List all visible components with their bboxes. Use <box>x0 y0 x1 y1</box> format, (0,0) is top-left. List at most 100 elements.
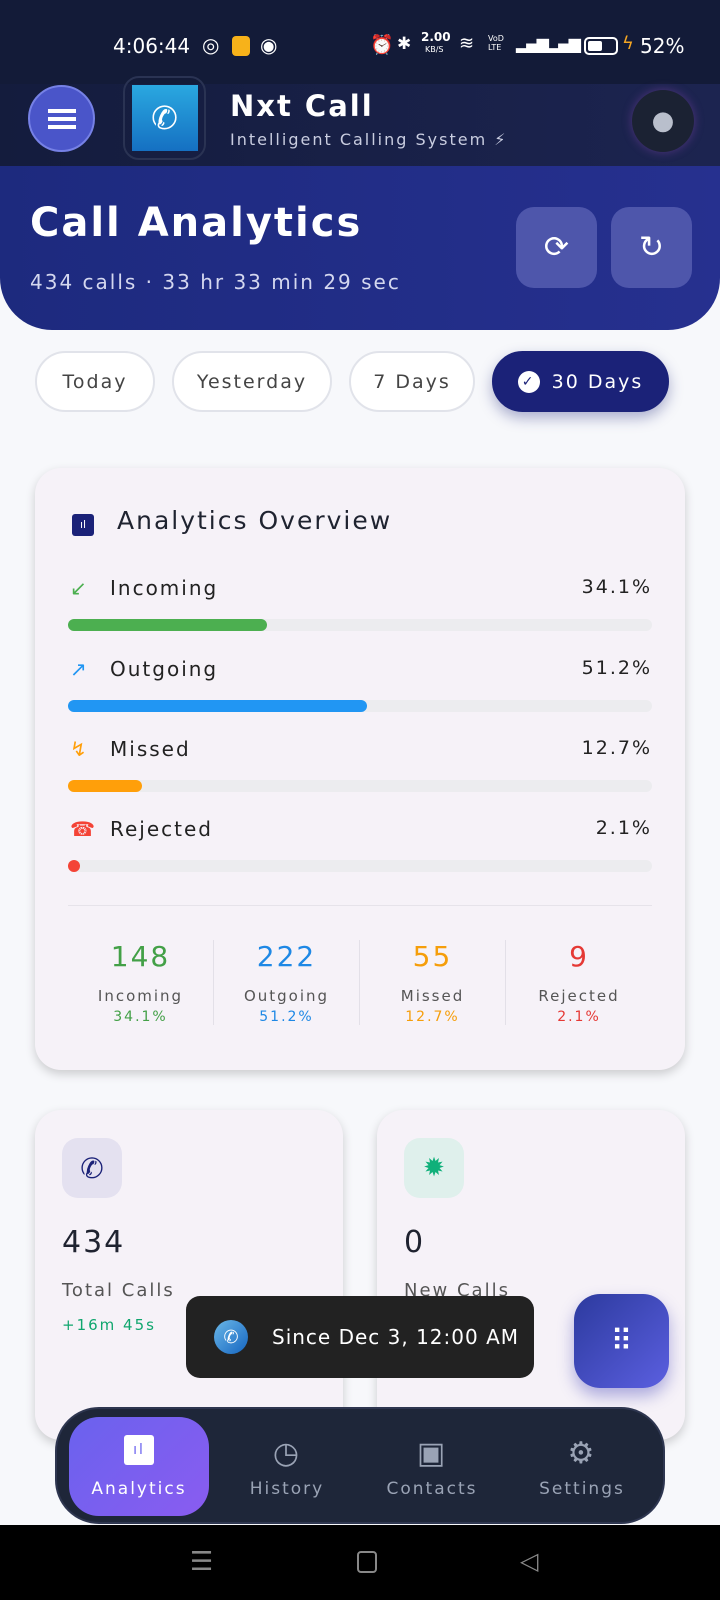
stat-percent: 34.1% <box>113 1009 168 1025</box>
wifi-icon: ≋ <box>459 33 475 54</box>
missed-progress-fill <box>68 780 143 792</box>
stat-count: 148 <box>110 940 171 973</box>
total-calls-card[interactable]: ✆ 434 Total Calls +16m 45s <box>35 1110 343 1440</box>
missed-icon: ↯ <box>70 737 87 761</box>
analytics-overview-card: ıl Analytics Overview <box>35 468 685 1070</box>
total-calls-value: 434 <box>62 1225 126 1260</box>
filter-yesterday[interactable]: Yesterday <box>172 351 332 412</box>
app-subtitle: Intelligent Calling System ⚡ <box>230 130 508 149</box>
contacts-icon: ▣ <box>416 1436 448 1471</box>
stat-outgoing: 222 Outgoing 51.2% <box>214 940 360 1025</box>
stat-incoming: 148 Incoming 34.1% <box>68 940 214 1025</box>
app-title: Nxt Call <box>230 89 374 123</box>
incoming-label: Incoming <box>110 576 219 600</box>
filter-30-days[interactable]: ✓ 30 Days <box>492 351 669 412</box>
stat-percent: 12.7% <box>405 1009 460 1025</box>
whatsapp-icon: ◎ <box>202 33 220 57</box>
volte-indicator: VoD LTE <box>488 34 504 52</box>
nav-label: History <box>249 1479 325 1499</box>
toast: ✆ Since Dec 3, 12:00 AM <box>186 1296 534 1378</box>
check-circle-icon: ✓ <box>517 370 540 393</box>
outgoing-progress-fill <box>68 700 367 712</box>
stat-label: Missed <box>400 987 465 1005</box>
outgoing-icon: ↗ <box>70 657 87 681</box>
app-icon: ✆ <box>214 1320 248 1354</box>
alert-badge-icon: ✹ <box>404 1138 464 1198</box>
charging-icon: ϟ <box>622 33 634 54</box>
app-logo: ✆ <box>123 76 206 160</box>
alarm-icon: ⏰ <box>370 34 394 56</box>
nav-analytics[interactable]: ıl Analytics <box>69 1417 209 1516</box>
refresh-icon: ↻ <box>638 230 665 265</box>
refresh-button[interactable]: ↻ <box>611 207 692 288</box>
rejected-progress-fill <box>68 860 81 872</box>
battery-percent: 52% <box>640 34 685 58</box>
notes-icon <box>232 36 250 56</box>
home-button[interactable] <box>357 1551 377 1573</box>
nav-label: Analytics <box>91 1478 187 1499</box>
stat-count: 55 <box>412 940 453 973</box>
incoming-progress-fill <box>68 619 268 631</box>
new-calls-label: New Calls <box>404 1280 510 1301</box>
dialpad-icon: ⠿ <box>610 1323 633 1359</box>
call-app-icon: ◉ <box>260 33 278 57</box>
stat-percent: 51.2% <box>259 1009 314 1025</box>
history-icon: ◷ <box>272 1436 302 1471</box>
stat-rejected: 9 Rejected 2.1% <box>506 940 652 1025</box>
profile-button[interactable]: ● <box>632 90 694 152</box>
nav-label: Contacts <box>386 1479 478 1499</box>
nav-history[interactable]: ◷ History <box>217 1409 357 1526</box>
phone-forward-icon: ✆ <box>131 85 198 151</box>
net-unit: KB/S <box>425 45 444 54</box>
back-button[interactable]: ◁ <box>520 1547 539 1575</box>
total-calls-delta: +16m 45s <box>62 1316 156 1334</box>
rejected-progress-track <box>68 860 652 872</box>
incoming-icon: ↙ <box>70 576 87 600</box>
rejected-label: Rejected <box>110 817 214 841</box>
overview-title: Analytics Overview <box>117 506 393 535</box>
new-calls-card[interactable]: ✹ 0 New Calls <box>377 1110 685 1440</box>
status-time: 4:06:44 <box>113 34 191 58</box>
bar-chart-icon: ıl <box>124 1434 154 1465</box>
stat-count: 222 <box>256 940 317 973</box>
outgoing-label: Outgoing <box>110 657 219 681</box>
nav-contacts[interactable]: ▣ Contacts <box>362 1409 502 1526</box>
menu-button[interactable] <box>28 85 95 152</box>
status-bar: 4:06:44 ◎ ◉ ⏰ ✱ 2.00 KB/S ≋ VoD LTE ▂▄▆ … <box>0 0 720 84</box>
bottom-nav: ıl Analytics ◷ History ▣ Contacts ⚙ Settings <box>55 1407 665 1524</box>
outgoing-progress-track <box>68 700 652 712</box>
recents-button[interactable]: ☰ <box>190 1547 214 1577</box>
missed-progress-track <box>68 780 652 792</box>
nav-label: Settings <box>539 1479 625 1499</box>
toast-text: Since Dec 3, 12:00 AM <box>272 1325 520 1349</box>
rejected-percent: 2.1% <box>595 817 652 839</box>
stat-percent: 2.1% <box>557 1009 601 1025</box>
stat-label: Rejected <box>538 987 620 1005</box>
dialpad-fab[interactable]: ⠿ <box>574 1294 669 1388</box>
app-bar: ✆ Nxt Call Intelligent Calling System ⚡ … <box>0 76 720 168</box>
sync-icon: ⟳ <box>543 230 570 265</box>
signal-icon-2: ▂▄▆ <box>548 34 581 53</box>
phone-call-icon: ✆ <box>62 1138 122 1198</box>
hero-header: Call Analytics 434 calls · 33 hr 33 min … <box>0 166 720 330</box>
bluetooth-icon: ✱ <box>397 34 412 54</box>
net-speed: 2.00 <box>421 30 451 44</box>
sync-button[interactable]: ⟳ <box>516 207 597 288</box>
nav-settings[interactable]: ⚙ Settings <box>512 1409 652 1526</box>
stat-label: Incoming <box>97 987 184 1005</box>
page-title: Call Analytics <box>30 200 363 246</box>
filter-today[interactable]: Today <box>35 351 155 412</box>
rejected-icon: ☎ <box>70 817 95 841</box>
missed-percent: 12.7% <box>581 737 652 759</box>
signal-icon: ▂▄▆ <box>516 34 549 53</box>
outgoing-percent: 51.2% <box>581 657 652 679</box>
stat-count: 9 <box>569 940 589 973</box>
filter-7-days[interactable]: 7 Days <box>349 351 475 412</box>
incoming-progress-track <box>68 619 652 631</box>
bar-chart-icon: ıl <box>72 514 94 536</box>
robot-icon: ⚙ <box>567 1436 597 1471</box>
total-calls-label: Total Calls <box>62 1280 175 1301</box>
person-icon: ● <box>651 106 675 136</box>
calls-summary: 434 calls · 33 hr 33 min 29 sec <box>30 270 401 294</box>
stat-missed: 55 Missed 12.7% <box>360 940 506 1025</box>
